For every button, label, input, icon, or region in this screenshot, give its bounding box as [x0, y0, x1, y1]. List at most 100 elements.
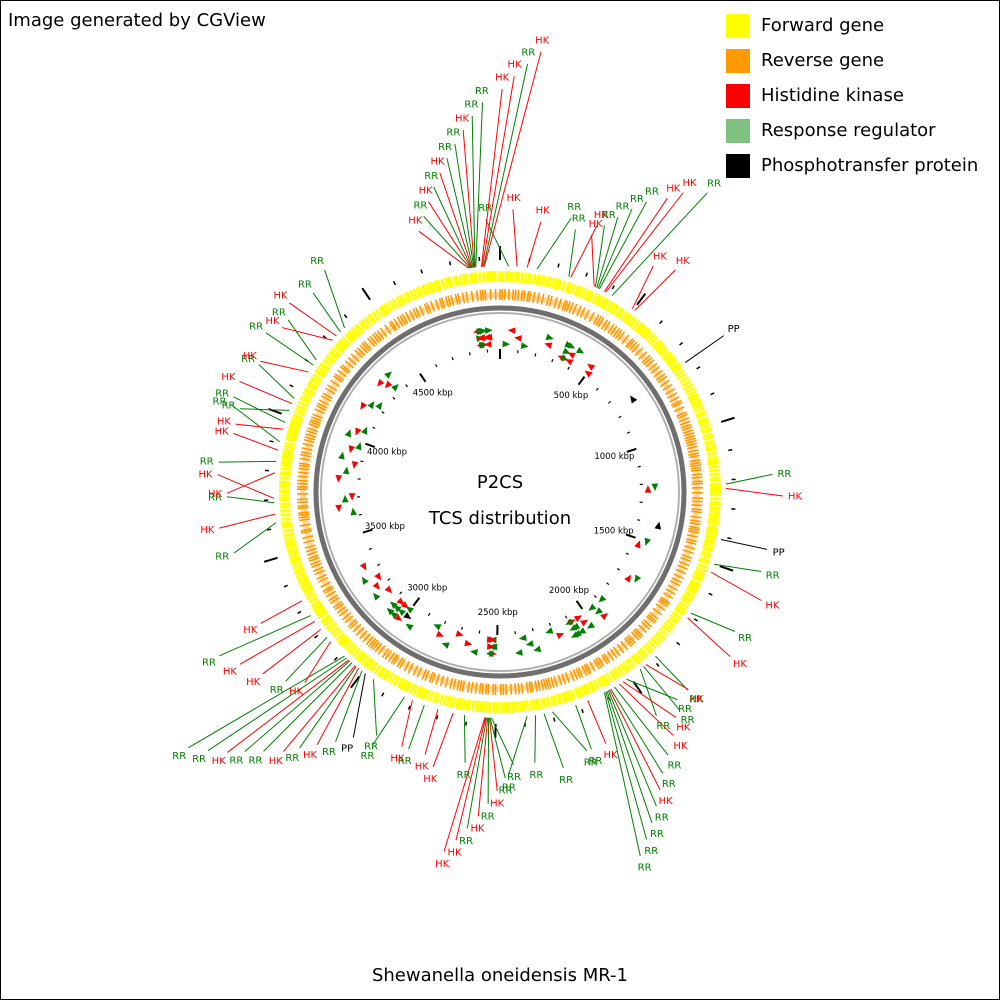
forward-gene: [704, 538, 716, 544]
callout-line-rr: [610, 688, 664, 774]
forward-gene: [584, 683, 592, 695]
reverse-gene: [550, 676, 555, 688]
feature-marker-hk: [372, 581, 380, 590]
forward-gene: [355, 323, 365, 334]
forward-gene: [283, 532, 295, 537]
reverse-gene: [474, 682, 478, 694]
forward-gene: [705, 447, 717, 452]
reverse-gene: [330, 379, 341, 388]
reverse-gene: [542, 678, 547, 690]
forward-gene: [702, 432, 714, 438]
callout-line-pp: [352, 673, 366, 738]
feature-marker-rr: [355, 442, 362, 451]
forward-gene: [281, 455, 293, 460]
forward-gene: [708, 469, 721, 473]
forward-gene: [316, 609, 327, 618]
forward-gene: [297, 576, 309, 583]
forward-gene: [392, 675, 401, 687]
reverse-gene: [363, 340, 372, 351]
reverse-gene: [309, 420, 321, 427]
callout-label-hk: HK: [490, 798, 505, 809]
forward-gene: [598, 676, 606, 688]
outer-minor-tick: [435, 715, 439, 720]
forward-gene: [293, 566, 305, 573]
forward-gene: [672, 365, 683, 374]
reverse-gene: [461, 292, 466, 304]
feature-marker-rr: [570, 631, 580, 638]
reverse-gene: [649, 611, 659, 620]
reverse-gene: [687, 530, 699, 534]
outer-minor-tick: [269, 440, 274, 443]
feature-marker-rr: [565, 618, 574, 625]
forward-gene: [702, 547, 714, 553]
reverse-gene: [297, 479, 309, 482]
minor-tick: [368, 547, 373, 551]
callout-label-rr: RR: [662, 779, 676, 790]
minor-tick: [595, 387, 599, 391]
reverse-gene: [557, 674, 563, 686]
forward-gene: [570, 689, 577, 701]
forward-gene: [545, 276, 551, 288]
reverse-gene: [398, 658, 406, 669]
forward-gene: [388, 300, 396, 311]
callout-label-hk: HK: [765, 601, 780, 612]
reverse-gene: [407, 662, 414, 674]
feature-marker-hk: [360, 401, 368, 410]
reverse-gene: [623, 637, 633, 648]
feature-marker-rr: [533, 645, 542, 653]
callout-label-hk: HK: [265, 316, 280, 327]
reverse-gene: [659, 379, 671, 388]
forward-gene: [330, 626, 341, 636]
legend-item-phosphotransfer-protein: Phosphotransfer protein: [726, 148, 978, 183]
callout-label-hk: HK: [455, 113, 470, 124]
forward-gene: [619, 663, 628, 674]
reverse-gene: [681, 426, 693, 432]
reverse-gene: [328, 594, 339, 602]
forward-gene: [577, 286, 584, 298]
forward-gene: [298, 578, 310, 586]
minor-tick: [399, 591, 403, 595]
forward-gene: [282, 528, 294, 533]
forward-gene: [297, 400, 309, 408]
feature-marker-hk: [486, 636, 495, 643]
callout-line-hk: [604, 198, 668, 292]
legend-swatch-forward-gene: [726, 13, 750, 38]
forward-gene: [621, 661, 631, 672]
forward-gene: [303, 389, 315, 397]
reverse-gene: [302, 535, 314, 540]
forward-gene: [279, 502, 291, 506]
forward-gene: [367, 660, 376, 671]
forward-gene: [348, 645, 359, 655]
major-tick: [577, 376, 586, 386]
feature-marker-hk: [624, 574, 632, 583]
callout-line-rr: [598, 201, 647, 290]
reverse-gene: [449, 677, 454, 689]
forward-gene: [318, 611, 329, 620]
forward-gene: [607, 302, 616, 313]
forward-gene: [644, 331, 654, 341]
reverse-gene: [444, 676, 449, 688]
feature-marker-rr: [373, 592, 381, 601]
reverse-gene: [315, 404, 327, 412]
forward-gene: [303, 587, 314, 595]
callout-label-rr: RR: [413, 200, 427, 211]
forward-gene: [279, 476, 291, 480]
forward-gene: [691, 575, 703, 582]
reverse-gene: [347, 618, 357, 628]
forward-gene: [339, 338, 350, 348]
scale-label: 4500 kbp: [413, 389, 453, 399]
reverse-gene: [614, 329, 623, 340]
reverse-gene: [561, 299, 567, 311]
minor-tick: [618, 415, 622, 419]
forward-gene: [405, 291, 413, 303]
feature-marker-hk: [565, 359, 574, 366]
forward-gene: [308, 595, 319, 604]
callout-line-rr: [466, 717, 488, 829]
feature-marker-hk: [335, 474, 343, 483]
reverse-gene: [466, 681, 471, 693]
legend-item-forward-gene: Forward gene: [726, 8, 978, 43]
callout-line-hk: [217, 474, 275, 499]
forward-gene: [678, 376, 690, 384]
callout-label-hk: HK: [659, 796, 674, 807]
forward-gene: [279, 473, 291, 477]
